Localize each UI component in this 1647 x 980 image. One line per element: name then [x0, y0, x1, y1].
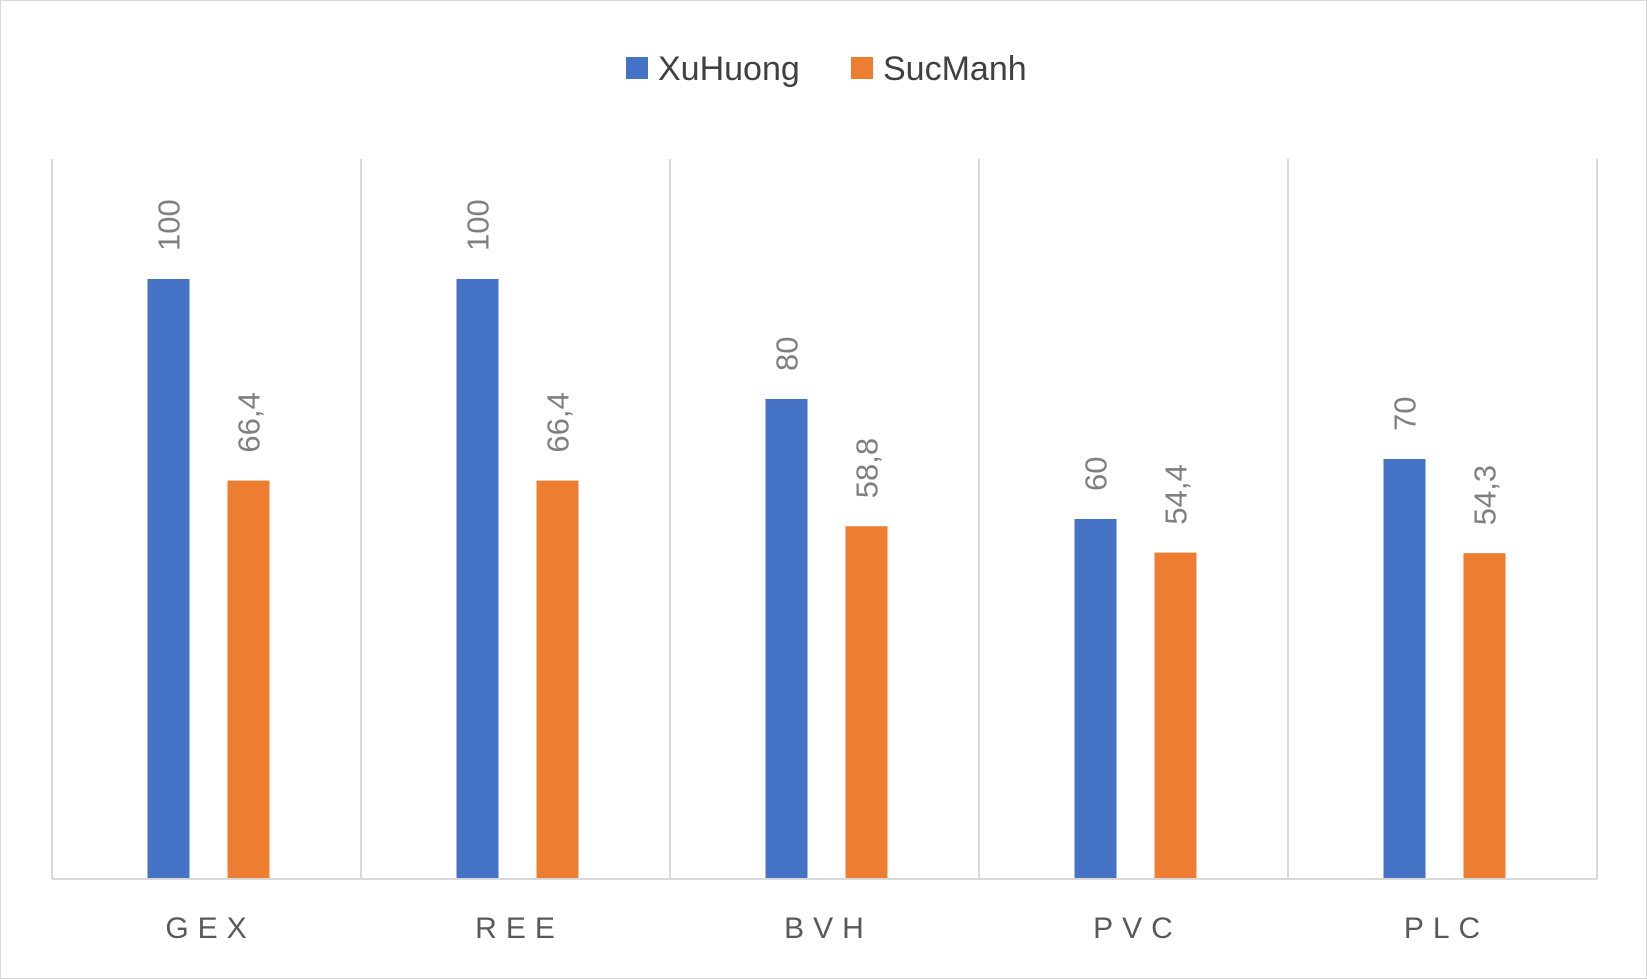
- bar-xuhuong-gex: [147, 279, 190, 879]
- data-label-sucmanh-bvh: 58,8: [850, 438, 885, 498]
- data-label-sucmanh-ree: 66,4: [541, 392, 576, 452]
- legend-swatch-sucmanh: [851, 57, 873, 79]
- data-label-sucmanh-gex: 66,4: [232, 392, 267, 452]
- legend-label-sucmanh: SucManh: [883, 50, 1027, 88]
- legend-label-xuhuong: XuHuong: [658, 50, 800, 88]
- legend: XuHuong SucManh: [626, 50, 1027, 88]
- data-label-xuhuong-plc: 70: [1388, 397, 1423, 431]
- bar-xuhuong-bvh: [765, 399, 808, 879]
- data-label-sucmanh-pvc: 54,4: [1159, 464, 1194, 524]
- bar-sucmanh-plc: [1463, 553, 1506, 879]
- data-labels: 100 100 80 60 70 66,4 66,4 58,8 54,4 54,3: [152, 199, 1503, 525]
- x-axis-tick-labels: GEX REE BVH PVC PLC: [165, 912, 1489, 945]
- x-tick-label-plc: PLC: [1404, 912, 1489, 945]
- data-label-xuhuong-bvh: 80: [770, 337, 805, 371]
- bars: [147, 279, 1506, 879]
- x-tick-label-pvc: PVC: [1093, 912, 1182, 945]
- bar-xuhuong-pvc: [1074, 519, 1117, 879]
- bar-sucmanh-pvc: [1154, 552, 1197, 879]
- bar-xuhuong-plc: [1383, 459, 1426, 879]
- data-label-xuhuong-gex: 100: [152, 199, 187, 251]
- gridlines: [51, 159, 1598, 879]
- bar-sucmanh-ree: [536, 480, 579, 879]
- bar-sucmanh-gex: [227, 480, 270, 879]
- x-tick-label-bvh: BVH: [784, 912, 873, 945]
- data-label-sucmanh-plc: 54,3: [1468, 465, 1503, 525]
- x-tick-label-gex: GEX: [165, 912, 255, 945]
- x-tick-label-ree: REE: [475, 912, 564, 945]
- legend-swatch-xuhuong: [626, 57, 648, 79]
- bar-sucmanh-bvh: [845, 526, 888, 879]
- data-label-xuhuong-ree: 100: [461, 199, 496, 251]
- data-label-xuhuong-pvc: 60: [1079, 457, 1114, 491]
- bar-xuhuong-ree: [456, 279, 499, 879]
